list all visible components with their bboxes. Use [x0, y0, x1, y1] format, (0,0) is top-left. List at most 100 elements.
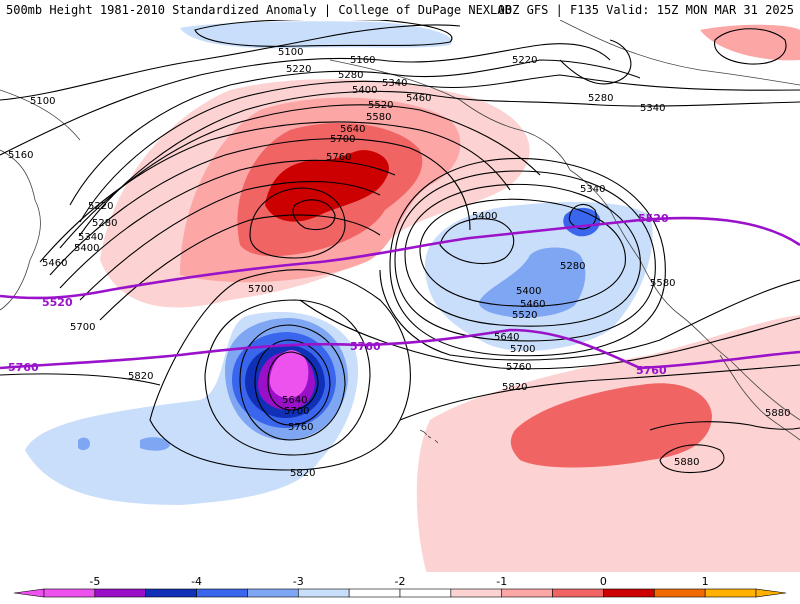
contour-label: 5160 [8, 150, 33, 161]
colorbar-block [43, 588, 96, 598]
contour-ring-north [249, 187, 346, 259]
contour-5580-ne [394, 170, 656, 342]
colorbar-legend: -5-4-3-2-1012345 [0, 572, 800, 600]
colorbar-block [704, 588, 757, 598]
contour-label: 5280 [588, 93, 613, 104]
contour-label: 5700 [70, 322, 95, 333]
anomaly-minus2-west1 [78, 437, 90, 451]
contour-label: 5520 [368, 100, 393, 111]
contour-ring-inner [292, 199, 336, 231]
contour-topright-ring [714, 28, 787, 65]
highlight-5520 [0, 216, 800, 300]
map-title: 500mb Height 1981-2010 Standardized Anom… [6, 3, 512, 17]
coast-kamchatka [0, 89, 81, 141]
contour-5280-right [559, 39, 632, 85]
colorbar-block [501, 588, 553, 598]
colorbar-block [145, 588, 197, 598]
contour-label: 5400 [352, 85, 377, 96]
contour-label: 5820 [502, 382, 527, 393]
contour-label: 5340 [640, 103, 665, 114]
contour-label: 5580 [650, 278, 675, 289]
contour-label: 5520 [512, 310, 537, 321]
contour-label: 5700 [248, 284, 273, 295]
contour-label: 5280 [338, 70, 363, 81]
colorbar-tick-label: 1 [702, 575, 709, 588]
contour-label-group: 5100 5100 5160 5160 5220 5220 5220 5280 … [8, 47, 790, 479]
colorbar-svg: -5-4-3-2-1012345 [13, 575, 787, 598]
colorbar-tick-label: -2 [395, 575, 406, 588]
map-svg: 5100 5100 5160 5160 5220 5220 5220 5280 … [0, 20, 800, 584]
contour-label: 5220 [286, 64, 311, 75]
contour-label: 5340 [78, 232, 103, 243]
contour-5640 [79, 181, 381, 301]
colorbar-block [399, 588, 452, 598]
contour-label: 5460 [42, 258, 67, 269]
contour-5460-ne [419, 198, 626, 307]
anomaly-plus2-se [510, 383, 712, 468]
colorbar-tick-label: -3 [293, 575, 304, 588]
contour-label: 5700 [330, 134, 355, 145]
anomaly-minus2-west2 [140, 437, 170, 451]
anomaly-minus6-low [269, 350, 309, 398]
contour-label: 5760 [326, 152, 351, 163]
contour-label: 5640 [282, 395, 307, 406]
model-run-info: 00Z GFS | F135 Valid: 15Z MON MAR 31 202… [497, 3, 794, 17]
colorbar-block [653, 588, 706, 598]
contour-label: 5700 [284, 406, 309, 417]
highlight-label: 5520 [42, 296, 73, 309]
colorbar-block [297, 588, 350, 598]
highlight-contours [0, 216, 800, 370]
contour-top-loop [194, 20, 453, 47]
contour-label: 5280 [560, 261, 585, 272]
contour-label: 5760 [288, 422, 313, 433]
colorbar-tick-label: 0 [600, 575, 607, 588]
contour-label: 5100 [278, 47, 303, 58]
contour-label: 5400 [516, 286, 541, 297]
colorbar-arrow-left [13, 588, 45, 598]
colorbar-block [603, 588, 655, 598]
colorbar-block [196, 588, 248, 598]
highlight-label-group: 5520 5520 5760 5760 5760 [8, 212, 669, 377]
coast-arctic [559, 20, 800, 86]
contour-label: 5400 [74, 243, 99, 254]
colorbar-block [247, 588, 299, 598]
contour-5820-east [0, 364, 800, 421]
contour-label: 5580 [366, 112, 391, 123]
colorbar-block [552, 588, 604, 598]
colorbar-tick-label: -4 [191, 575, 202, 588]
highlight-5760 [0, 328, 800, 370]
map-view[interactable]: 5100 5100 5160 5160 5220 5220 5220 5280 … [0, 20, 800, 584]
colorbar-tick-label: -1 [496, 575, 507, 588]
contour-5700-low [239, 324, 346, 441]
contour-label: 5880 [674, 457, 699, 468]
contour-label: 5220 [512, 55, 537, 66]
contour-5640-ne [389, 158, 666, 357]
contour-5520-ne [404, 183, 641, 327]
colorbar-block [94, 588, 147, 598]
colorbar-tick-label: -5 [89, 575, 100, 588]
highlight-label: 5760 [8, 361, 39, 374]
contour-5460 [39, 121, 511, 263]
contour-5880-ring [659, 444, 725, 474]
highlight-label: 5520 [638, 212, 669, 225]
colorbar-blocks [13, 588, 787, 598]
contour-5100 [0, 24, 461, 101]
colorbar-block [450, 588, 503, 598]
contour-5880-east [649, 421, 800, 431]
anomaly-minus2-ne [479, 247, 586, 318]
height-contours [0, 20, 800, 474]
contour-label: 5280 [92, 218, 117, 229]
highlight-label: 5760 [350, 340, 381, 353]
contour-5580 [59, 159, 396, 289]
contour-5340 [79, 90, 800, 236]
contour-label: 5220 [88, 201, 113, 212]
contour-label: 5340 [382, 78, 407, 89]
contour-5580-low [267, 351, 319, 411]
contour-5700-ne [379, 269, 800, 361]
header-bar: 500mb Height 1981-2010 Standardized Anom… [0, 0, 800, 20]
coast-hawaii [419, 429, 439, 444]
contour-label: 5160 [350, 55, 375, 66]
contour-label: 5100 [30, 96, 55, 107]
contour-label: 5880 [765, 408, 790, 419]
highlight-label: 5760 [636, 364, 667, 377]
